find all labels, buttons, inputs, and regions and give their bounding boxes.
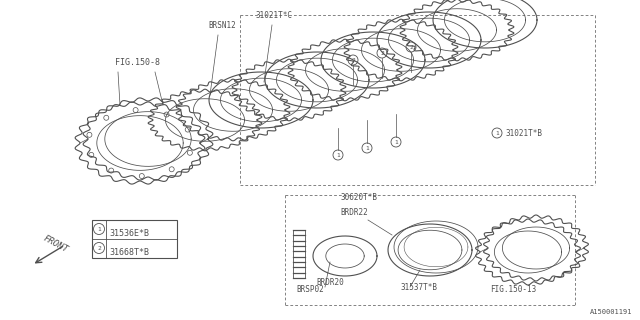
Text: 30620T*B: 30620T*B: [340, 193, 377, 202]
Text: FRONT: FRONT: [42, 233, 70, 254]
Text: 31668T*B: 31668T*B: [109, 247, 149, 257]
Text: BRDR20: BRDR20: [316, 278, 344, 287]
Text: BRSP02: BRSP02: [296, 285, 324, 294]
Text: A150001191: A150001191: [589, 309, 632, 315]
Text: 2: 2: [97, 245, 101, 251]
Text: 1: 1: [97, 227, 101, 231]
Text: BRSN12: BRSN12: [208, 21, 236, 30]
Text: FIG.150-13: FIG.150-13: [490, 285, 536, 294]
Text: 2: 2: [380, 51, 384, 55]
Text: 31537T*B: 31537T*B: [400, 283, 437, 292]
Text: 2: 2: [409, 44, 413, 50]
Text: BRDR22: BRDR22: [340, 208, 368, 217]
Text: 31536E*B: 31536E*B: [109, 228, 149, 237]
Text: 1: 1: [394, 140, 398, 145]
FancyBboxPatch shape: [92, 220, 177, 258]
Text: 1: 1: [365, 146, 369, 150]
Text: FIG.150-8: FIG.150-8: [115, 58, 160, 67]
Text: 1: 1: [336, 153, 340, 157]
Text: 2: 2: [351, 58, 355, 62]
Text: 1: 1: [495, 131, 499, 135]
Text: 31021T*C: 31021T*C: [255, 11, 292, 20]
Text: 31021T*B: 31021T*B: [505, 129, 542, 138]
